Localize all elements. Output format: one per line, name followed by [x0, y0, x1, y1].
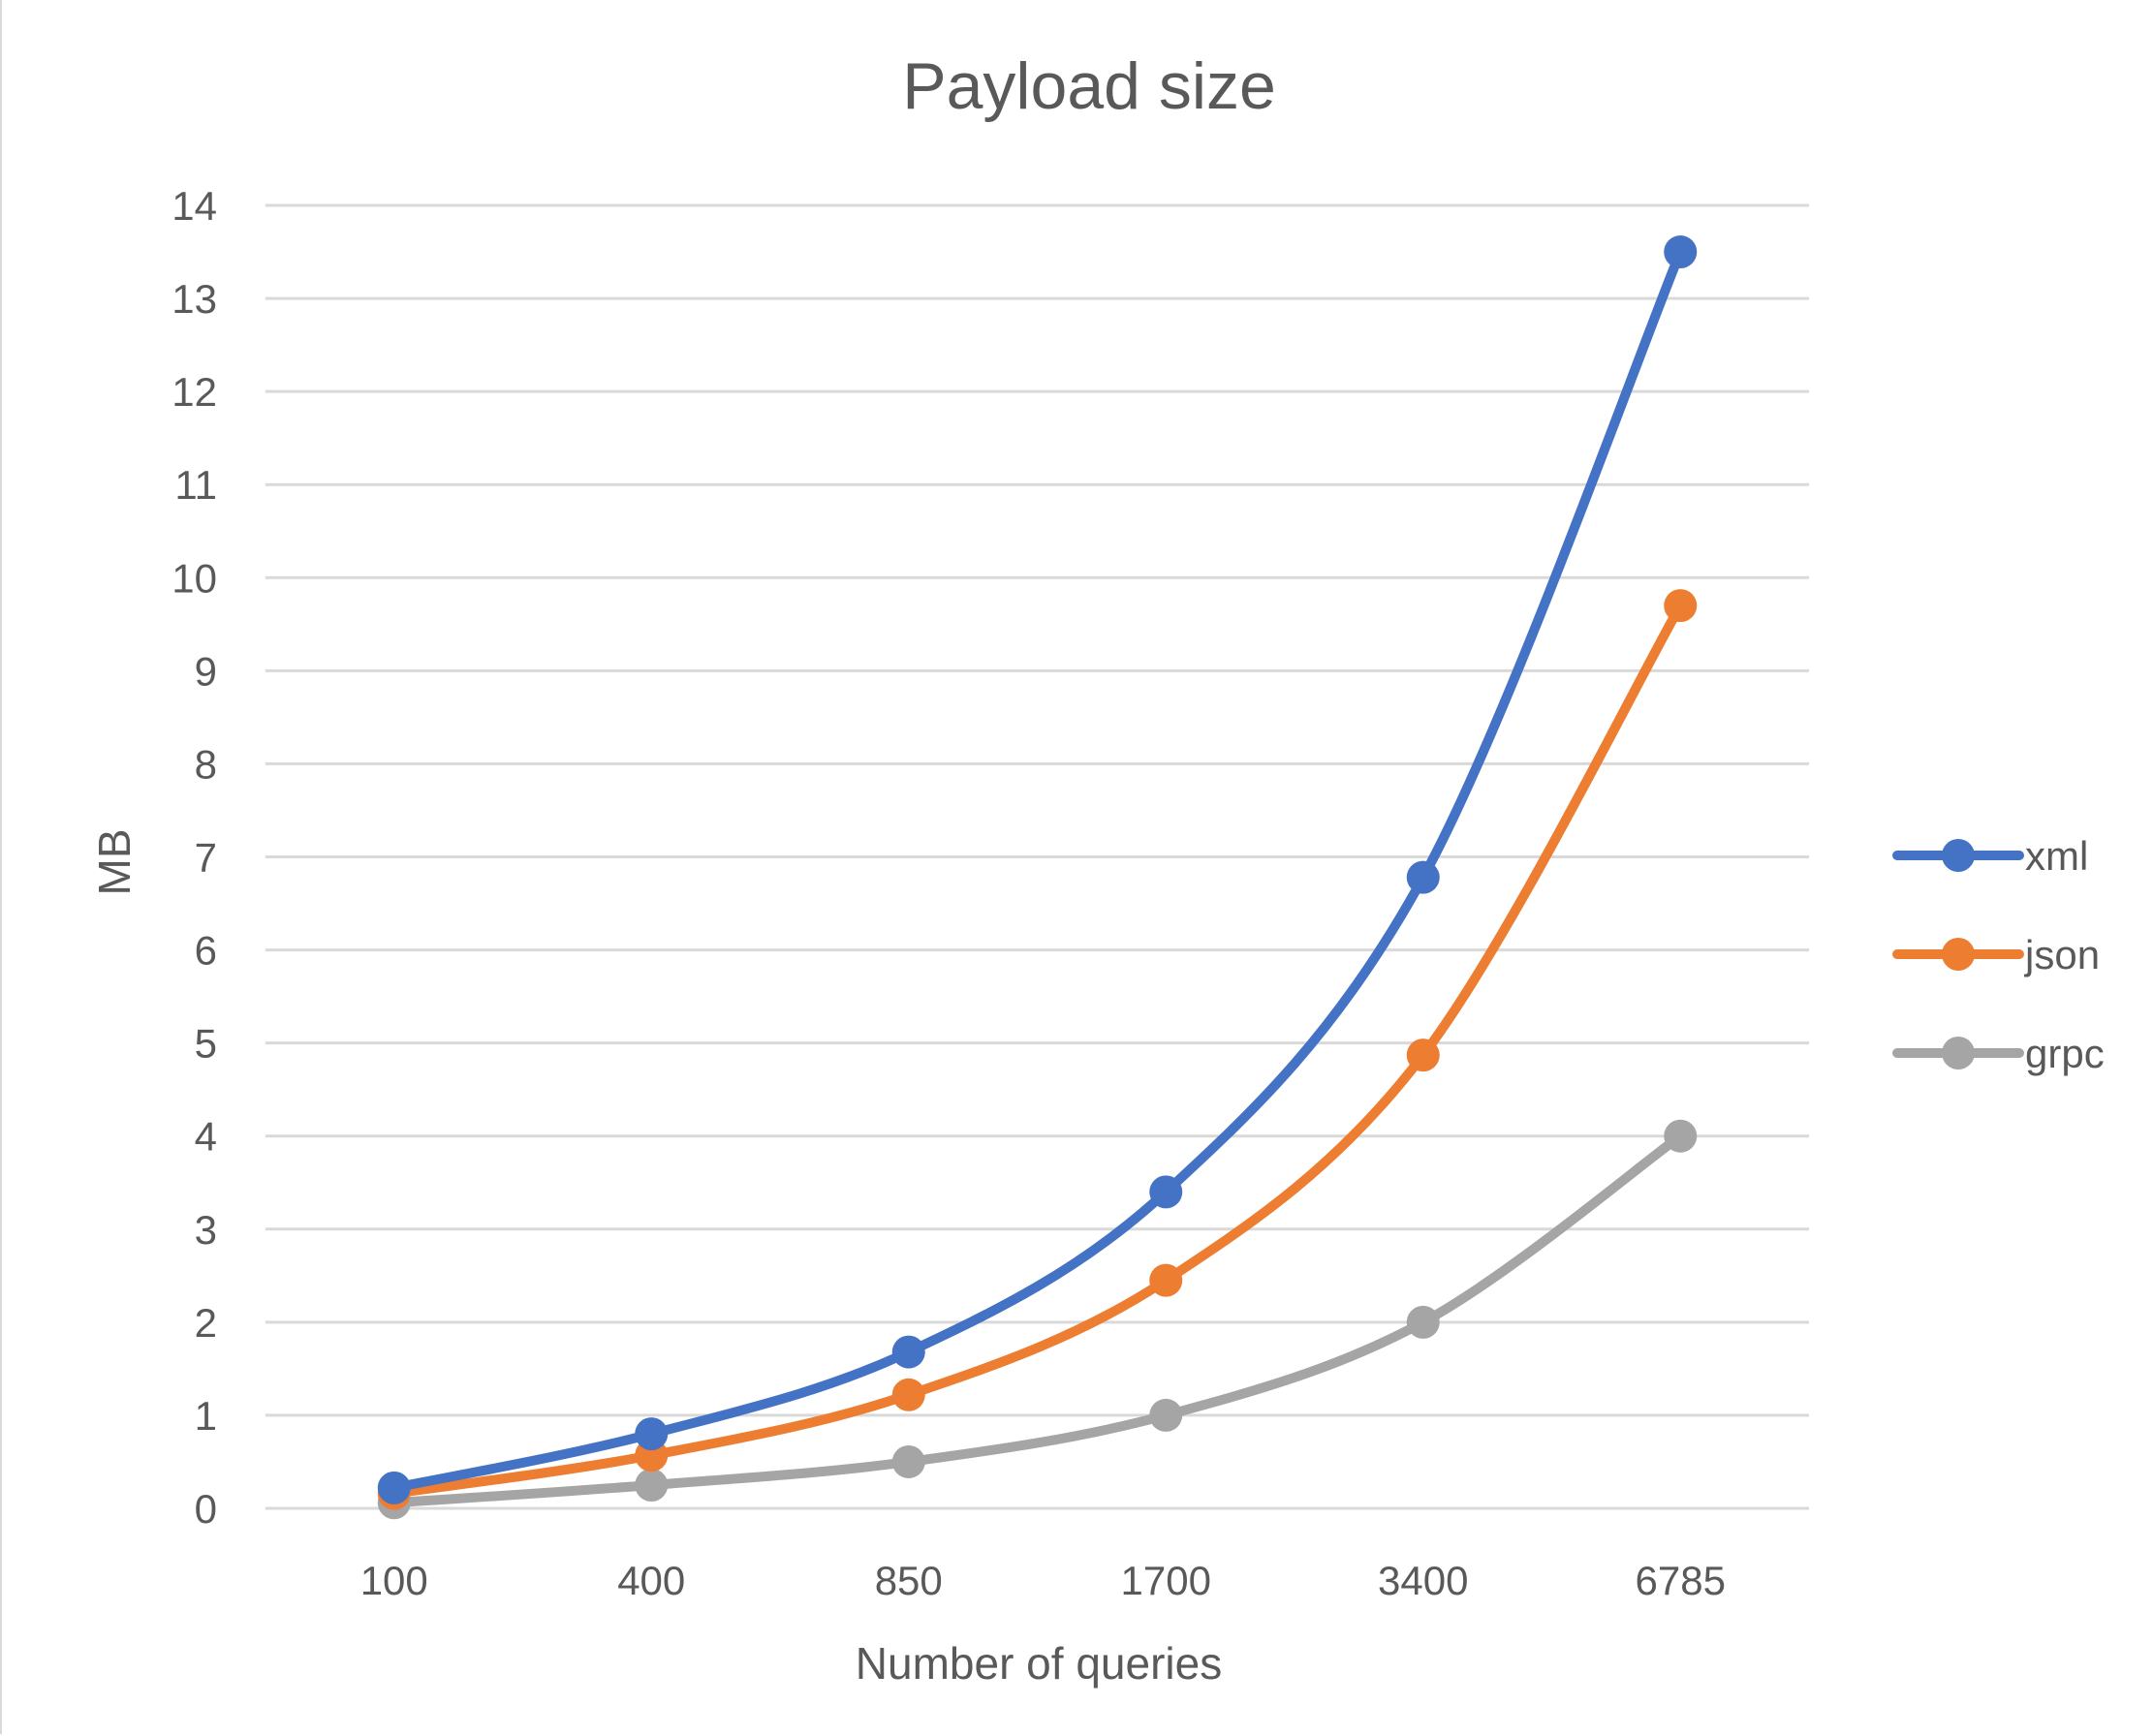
y-tick-label: 3: [195, 1207, 217, 1253]
legend-item-xml: xml: [1892, 833, 2088, 879]
legend-label: json: [2023, 932, 2100, 977]
x-tick-label: 100: [360, 1558, 428, 1603]
y-tick-label: 11: [174, 462, 217, 508]
data-point-grpc: [891, 1444, 925, 1478]
series-line-grpc: [389, 1131, 1686, 1508]
data-point-json: [1406, 1038, 1440, 1072]
data-point-xml: [1406, 860, 1440, 894]
series-points: [377, 235, 1698, 1520]
x-tick-label: 6785: [1636, 1558, 1726, 1603]
data-point-json: [1149, 1263, 1183, 1297]
y-tick-label: 8: [195, 741, 217, 787]
chart-title: Payload size: [902, 49, 1276, 123]
x-axis-ticks: 100 400 850 1700 3400 6785: [360, 1558, 1726, 1603]
data-point-grpc: [635, 1468, 669, 1502]
series-lines: [389, 247, 1686, 1508]
data-point-grpc: [1664, 1119, 1698, 1153]
y-tick-label: 6: [195, 928, 217, 974]
data-point-grpc: [1406, 1305, 1440, 1339]
data-point-xml: [635, 1417, 669, 1451]
y-tick-label: 10: [172, 555, 217, 601]
data-point-xml: [377, 1471, 411, 1504]
legend-swatch-marker: [1942, 938, 1975, 971]
x-tick-label: 1700: [1121, 1558, 1211, 1603]
series-line-xml: [389, 247, 1686, 1493]
y-tick-label: 2: [195, 1300, 217, 1346]
y-tick-label: 0: [195, 1486, 217, 1532]
x-tick-label: 400: [617, 1558, 685, 1603]
data-point-xml: [1149, 1175, 1183, 1209]
y-tick-label: 7: [195, 835, 217, 881]
y-tick-label: 9: [195, 648, 217, 694]
legend-swatch-marker: [1942, 1037, 1975, 1070]
y-tick-label: 14: [172, 183, 217, 229]
y-tick-label: 1: [195, 1393, 217, 1439]
legend-swatch-marker: [1942, 839, 1975, 872]
data-point-json: [891, 1378, 925, 1411]
legend-label: grpc: [2025, 1031, 2105, 1076]
y-axis-label: MB: [89, 829, 140, 896]
data-point-grpc: [1149, 1398, 1183, 1432]
x-tick-label: 850: [875, 1558, 943, 1603]
legend-label: xml: [2025, 833, 2088, 879]
gridlines: [265, 203, 1809, 1510]
y-tick-label: 12: [172, 369, 217, 415]
data-point-xml: [891, 1335, 925, 1369]
legend: xml json grpc: [1892, 833, 2105, 1076]
x-tick-label: 3400: [1378, 1558, 1468, 1603]
data-point-xml: [1664, 235, 1698, 269]
y-tick-label: 13: [172, 276, 217, 322]
y-tick-label: 5: [195, 1021, 217, 1067]
legend-item-grpc: grpc: [1892, 1031, 2105, 1076]
y-tick-label: 4: [195, 1114, 217, 1160]
legend-item-json: json: [1892, 932, 2100, 977]
data-point-json: [1664, 589, 1698, 623]
x-axis-label: Number of queries: [856, 1638, 1222, 1689]
